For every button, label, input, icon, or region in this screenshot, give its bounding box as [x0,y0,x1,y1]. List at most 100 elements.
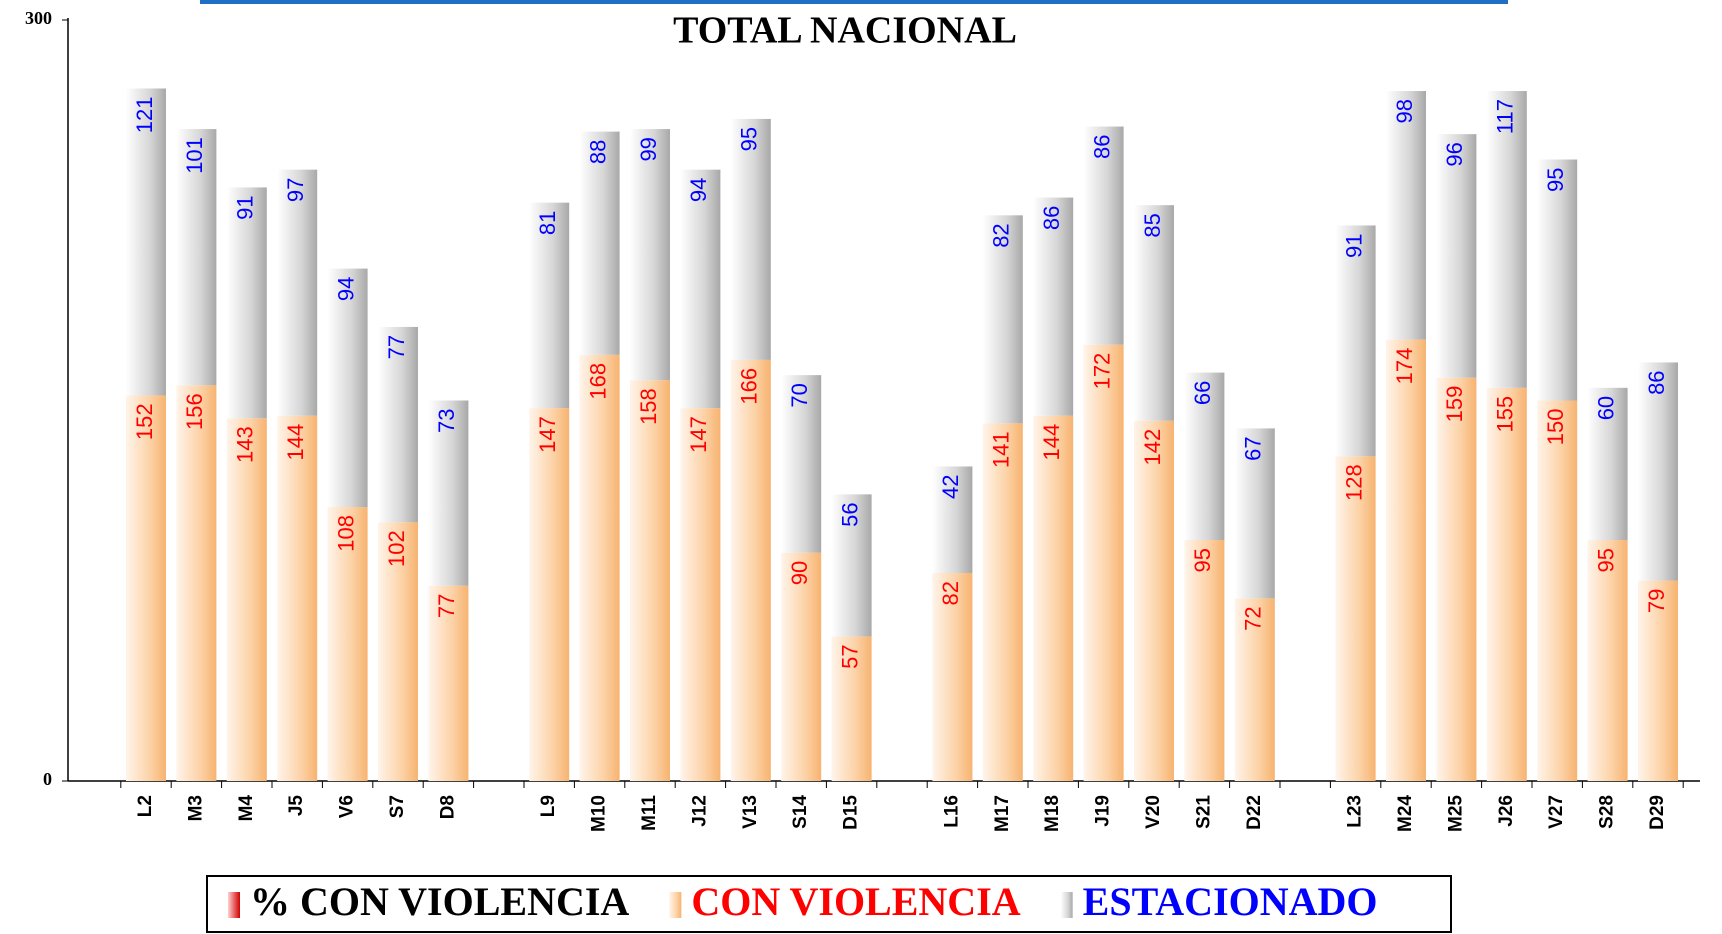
x-tick-label: V20 [1143,795,1164,829]
value-label: 97 [283,178,308,202]
value-label: 94 [686,178,711,202]
value-label: 77 [384,335,409,359]
value-label: 159 [1442,386,1467,423]
bar-segment [1587,387,1628,541]
bar-segment [1386,91,1426,340]
value-label: 72 [1241,606,1266,630]
value-label: 90 [787,561,812,585]
bar-segment [630,380,670,781]
value-label: 128 [1341,464,1366,501]
x-tick-label: M24 [1395,795,1416,832]
legend-swatch [1060,892,1073,918]
bar-segment [1033,415,1074,781]
x-tick-label: J26 [1496,795,1517,827]
x-tick-label: M10 [589,795,610,832]
value-label: 166 [737,368,762,405]
bar-segment [831,494,872,637]
value-label: 77 [434,594,459,618]
x-tick-label: D29 [1647,795,1668,830]
value-label: 85 [1140,213,1165,237]
bar-segment [579,131,620,355]
bar-segment [1486,387,1527,781]
x-tick-label: D8 [437,795,458,819]
value-label: 152 [132,403,157,440]
bar-segment [1638,580,1678,781]
value-label: 56 [837,502,862,526]
x-tick-label: J12 [689,795,710,827]
value-label: 67 [1241,436,1266,460]
y-tick-label: 0 [43,769,52,789]
bar-segment [982,423,1023,781]
bar-segment [680,408,721,781]
legend-swatch [228,892,240,918]
legend-box [206,875,1452,933]
bar-segment [529,408,570,781]
bar-segment [126,395,166,781]
x-tick-label: M4 [236,795,257,822]
bar-segment [1083,126,1124,345]
bar-segment [226,187,267,419]
value-label: 156 [182,393,207,430]
legend-label: ESTACIONADO [1083,879,1378,924]
bar-segment [730,359,771,781]
bar-segment [1537,400,1578,781]
bar-segment [680,169,721,409]
x-tick-label: S28 [1597,795,1618,829]
bar-segment [1335,225,1376,457]
x-tick-label: L9 [538,795,559,817]
bar-segment [1587,540,1628,781]
x-tick-label: S21 [1193,795,1214,829]
bar-segment [327,268,368,508]
x-tick-label: L23 [1345,795,1366,828]
bar-segment [327,507,368,781]
value-label: 108 [333,515,358,552]
value-label: 86 [1644,370,1669,394]
value-label: 91 [233,195,258,219]
value-label: 82 [938,581,963,605]
x-tick-label: M3 [185,795,206,821]
value-label: 168 [585,363,610,400]
value-label: 172 [1089,353,1114,390]
value-label: 99 [636,137,661,161]
bar-segment [730,118,771,360]
bar-segment [831,636,872,781]
bar-segment [277,169,318,416]
bar-segment [126,88,166,396]
bar-segment [226,418,267,781]
bar-segment [1386,339,1426,781]
value-label: 117 [1493,99,1518,134]
value-label: 86 [1089,135,1114,159]
bar-segment [1234,598,1275,781]
top-rule [200,0,1508,4]
bar-segment [982,215,1023,424]
value-label: 98 [1392,99,1417,123]
x-tick-label: L16 [941,795,962,828]
chart-title: TOTAL NACIONAL [673,10,1017,52]
legend-label: % CON VIOLENCIA [250,879,629,924]
value-label: 143 [233,426,258,463]
value-label: 82 [989,223,1014,247]
x-tick-label: S14 [790,795,811,829]
value-label: 88 [585,140,610,164]
x-tick-label: V13 [740,795,761,829]
x-tick-label: D22 [1244,795,1265,830]
bar-segment [781,552,822,781]
bar-segment [932,572,973,781]
x-tick-label: V6 [337,795,358,818]
x-tick-label: V27 [1546,795,1567,829]
bar-segment [428,585,469,781]
value-label: 155 [1493,396,1518,433]
value-label: 141 [989,431,1014,468]
value-label: 91 [1341,233,1366,257]
value-label: 95 [1190,548,1215,572]
value-label: 102 [384,530,409,567]
bar-segment [781,375,822,553]
value-label: 121 [132,96,157,133]
x-tick-label: J5 [286,795,307,817]
x-tick-label: L2 [135,795,156,817]
value-label: 95 [1543,168,1568,192]
value-label: 144 [1039,424,1064,461]
legend-swatch [669,892,682,918]
value-label: 66 [1190,381,1215,405]
